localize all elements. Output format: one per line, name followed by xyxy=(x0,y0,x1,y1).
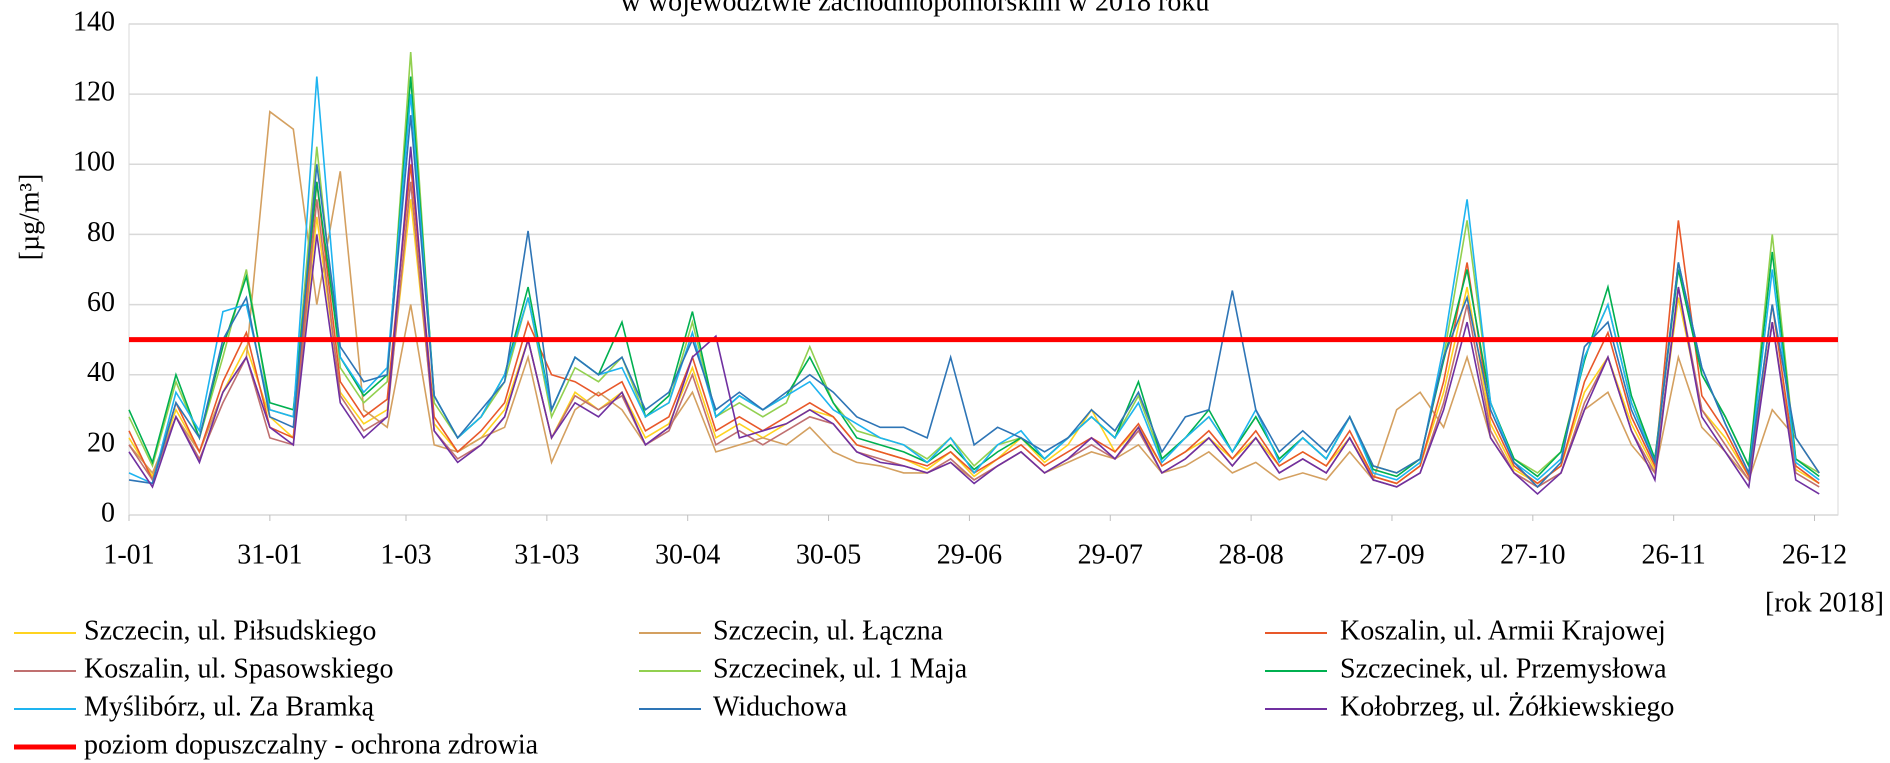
y-tick-label: 80 xyxy=(87,217,115,248)
series-line xyxy=(128,52,1820,474)
y-tick-label: 60 xyxy=(87,287,115,318)
legend-label: Szczecinek, ul. Przemysłowa xyxy=(1340,653,1667,684)
legend-label: Kołobrzeg, ul. Żółkiewskiego xyxy=(1340,691,1674,722)
legend-label: Szczecin, ul. Piłsudskiego xyxy=(84,615,376,646)
x-tick-label: 31-01 xyxy=(237,539,302,570)
y-tick-label: 40 xyxy=(87,357,115,388)
series-line xyxy=(128,115,1820,489)
x-tick-label: 30-04 xyxy=(655,539,720,570)
series-line xyxy=(128,146,1820,496)
y-axis-label: [µg/m³] xyxy=(14,174,45,261)
y-tick-label: 100 xyxy=(73,147,115,178)
series-line xyxy=(128,76,1820,478)
x-tick-label: 27-10 xyxy=(1500,539,1565,570)
x-tick-label: 27-09 xyxy=(1359,539,1424,570)
x-tick-label: 29-07 xyxy=(1078,539,1143,570)
x-tick-label: 1-03 xyxy=(380,539,431,570)
x-tick-label: 29-06 xyxy=(937,539,1002,570)
x-tick-label: 31-03 xyxy=(514,539,579,570)
plot-area xyxy=(128,23,1839,516)
y-tick-label: 120 xyxy=(73,77,115,108)
y-tick-label: 0 xyxy=(101,497,115,528)
legend-label: Szczecinek, ul. 1 Maja xyxy=(713,653,968,684)
y-tick-label: 20 xyxy=(87,427,115,458)
y-tick-label: 140 xyxy=(73,6,115,37)
legend-label: Koszalin, ul. Spasowskiego xyxy=(84,653,394,684)
legend-label: Widuchowa xyxy=(713,691,848,722)
legend-label: Szczecin, ul. Łączna xyxy=(713,615,944,646)
x-tick-label: 1-01 xyxy=(103,539,154,570)
x-tick-label: 28-08 xyxy=(1218,539,1283,570)
legend-label: poziom dopuszczalny - ochrona zdrowia xyxy=(84,729,539,760)
x-tick-label: 26-12 xyxy=(1782,539,1847,570)
x-axis-label: [rok 2018] xyxy=(1765,587,1884,618)
legend-label: Koszalin, ul. Armii Krajowej xyxy=(1340,615,1666,646)
x-tick-label: 26-11 xyxy=(1642,539,1706,570)
series-line xyxy=(128,76,1820,485)
chart-title: w województwie zachodniopomorskim w 2018… xyxy=(621,0,1210,17)
legend-label: Myślibórz, ul. Za Bramką xyxy=(84,691,375,722)
x-tick-label: 30-05 xyxy=(796,539,861,570)
